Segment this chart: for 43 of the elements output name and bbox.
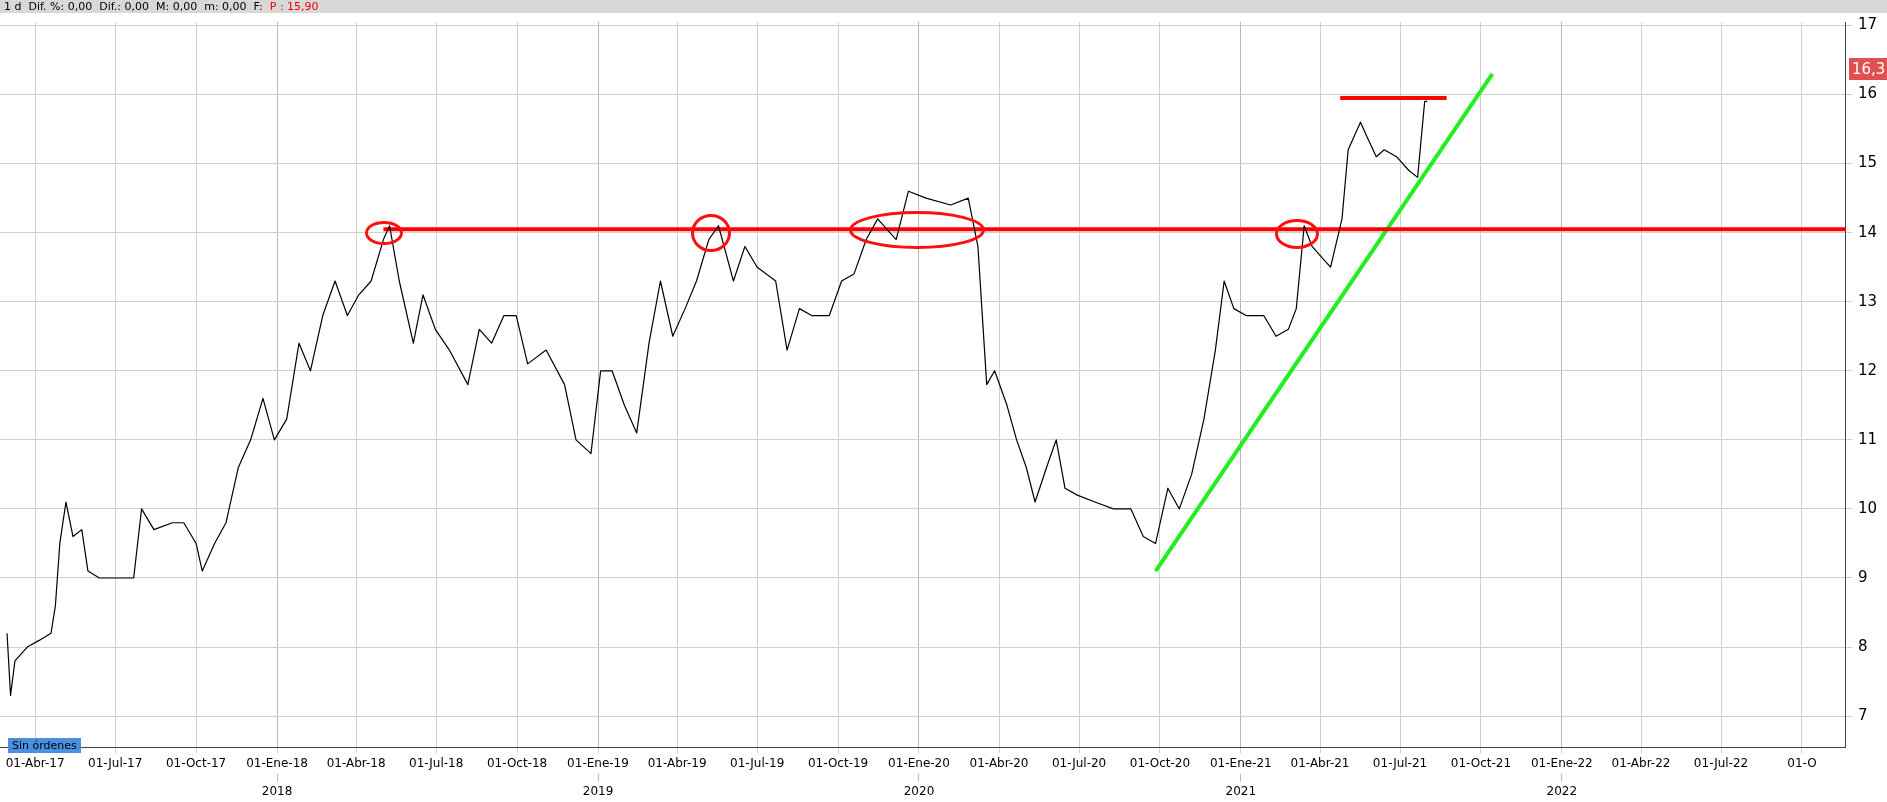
x-tick-label: 01-Jul-20 xyxy=(1051,755,1107,770)
x-tick-label: 01-Ene-18 xyxy=(246,755,308,770)
x2-tick-label: 2021 xyxy=(1225,783,1257,798)
x2-tick-label: 2022 xyxy=(1546,783,1578,798)
x-tick-label: 01-Abr-22 xyxy=(1611,755,1671,770)
y-tick-label: 7 xyxy=(1857,706,1868,725)
y-tick-label: 10 xyxy=(1857,498,1878,517)
y-tick-label: 9 xyxy=(1857,567,1868,586)
x-tick-label: 01-Jul-17 xyxy=(88,755,143,770)
x-tick-label: 01-Ene-22 xyxy=(1530,755,1593,770)
x-tick-label: 01-Abr-20 xyxy=(969,755,1029,770)
x-tick-label: 01-Jul-21 xyxy=(1372,755,1428,770)
x-tick-label: 01-Abr-19 xyxy=(647,755,707,770)
text: 16,3 xyxy=(1849,58,1887,80)
x-tick-label: 01-Ene-20 xyxy=(888,755,950,770)
x-tick-label: 01-Jul-22 xyxy=(1693,755,1749,770)
y-tick-label: 11 xyxy=(1857,429,1878,448)
y-tick-label: 8 xyxy=(1857,636,1868,655)
y-tick-label: 17 xyxy=(1857,15,1878,34)
x-tick-label: 01-Abr-17 xyxy=(5,755,65,770)
x-tick-label: 01-Jul-18 xyxy=(409,755,464,770)
x-tick-label: 01-Ene-21 xyxy=(1209,755,1272,770)
y-tick-label: 14 xyxy=(1857,222,1878,241)
y-tick-label: 13 xyxy=(1857,291,1878,310)
x-tick-label: 01-Jul-19 xyxy=(730,755,785,770)
x2-tick-label: 2018 xyxy=(261,783,293,798)
x-tick-label: 01-O xyxy=(1787,755,1817,770)
x2-tick-label: 2020 xyxy=(903,783,935,798)
x-tick-label: 01-Oct-17 xyxy=(165,755,227,770)
x-tick-label: 01-Oct-18 xyxy=(486,755,548,770)
x2-tick-label: 2019 xyxy=(582,783,614,798)
y-tick-label: 16 xyxy=(1857,84,1878,103)
annotation: Sin órdenes xyxy=(8,738,81,753)
x-tick-label: 01-Abr-18 xyxy=(326,755,386,770)
x-tick-label: 01-Oct-19 xyxy=(807,755,869,770)
x-tick-label: 01-Abr-21 xyxy=(1290,755,1350,770)
x-tick-label: 01-Oct-20 xyxy=(1129,755,1191,770)
chart-title: 1 d Dif. %: 0,00 Dif.: 0,00 M: 0,00 m: 0,00 F: xyxy=(4,0,263,13)
y-tick-label: 12 xyxy=(1857,360,1878,379)
x-tick-label: 01-Oct-21 xyxy=(1450,755,1512,770)
x-tick-label: 01-Ene-19 xyxy=(567,755,629,770)
y-tick-label: 15 xyxy=(1857,153,1878,172)
chart-subtitle: P : 15,90 xyxy=(269,0,319,13)
